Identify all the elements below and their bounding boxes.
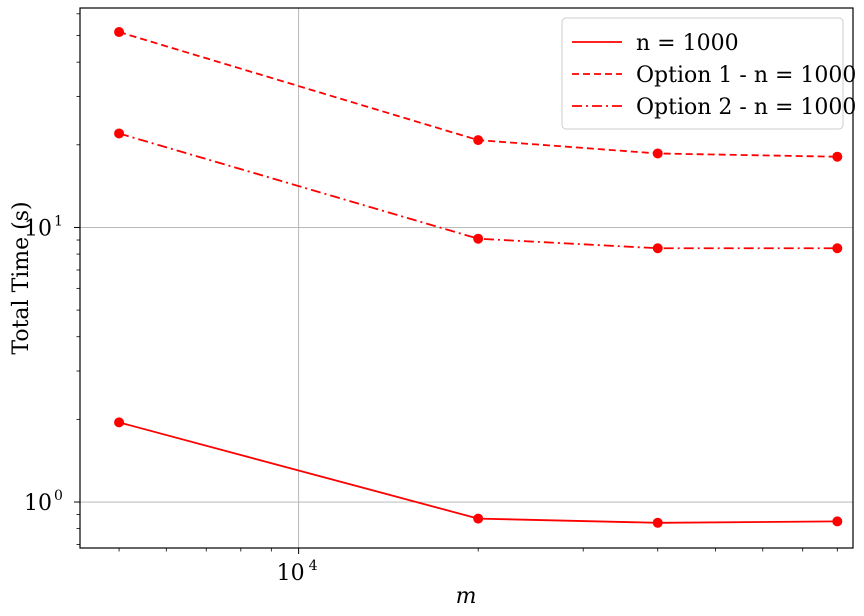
legend-label: Option 2 - n = 1000 [636, 95, 856, 120]
data-point [114, 417, 125, 428]
series-3 [114, 128, 843, 254]
y-axis-label: Total Time (s) [9, 201, 34, 354]
legend-label: Option 1 - n = 1000 [636, 63, 856, 88]
x-tick-label-exponent: 4 [309, 558, 318, 574]
y-tick-label-exponent: 0 [54, 488, 63, 504]
data-point [832, 516, 843, 527]
series-line [118, 31, 838, 158]
x-tick-label: 10 [277, 561, 305, 586]
y-tick-label: 10 [24, 216, 52, 241]
data-point [473, 233, 484, 244]
data-point [114, 27, 125, 38]
data-point [832, 151, 843, 162]
legend-label: n = 1000 [636, 31, 739, 56]
legend-box [561, 17, 844, 130]
data-point [473, 513, 484, 524]
data-point [473, 135, 484, 146]
data-point [652, 517, 663, 528]
plot-frame [79, 7, 854, 549]
legend: n = 1000 Option 1 - n = 1000 Option 2 - n … [561, 17, 856, 130]
y-tick-label: 10 [24, 491, 52, 516]
y-tick-label-exponent: 1 [54, 213, 63, 229]
series-1 [114, 417, 843, 528]
data-point [114, 128, 125, 139]
series-line [118, 132, 838, 250]
grid-lines [80, 8, 853, 548]
x-axis-label: m [456, 584, 477, 609]
series-layer [114, 27, 843, 528]
data-point [652, 243, 663, 254]
series-2 [114, 27, 843, 162]
major-ticks: 10 410 010 1 [24, 213, 318, 586]
data-point [652, 148, 663, 159]
series-line [118, 421, 838, 524]
data-point [832, 243, 843, 254]
